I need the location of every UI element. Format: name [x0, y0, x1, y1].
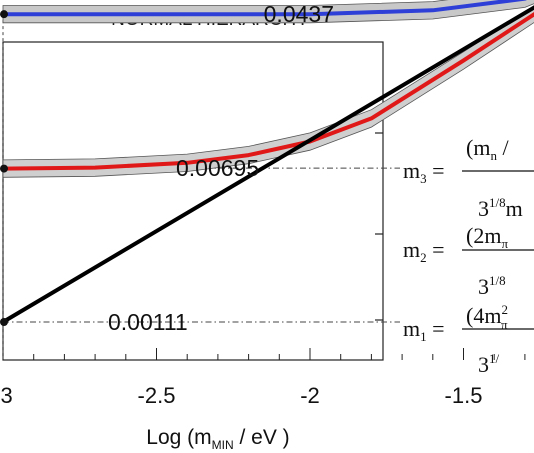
- m3-numerator: (mn /: [466, 135, 509, 163]
- m1-formula-label: m1 =: [403, 316, 445, 344]
- m3-band: [2, 0, 534, 24]
- x-axis-label-unit: / eV ): [234, 426, 290, 449]
- m2-formula-label: m2 =: [403, 237, 445, 265]
- x-tick-label: -2.5: [138, 383, 176, 408]
- x-tick-label: -1.5: [445, 383, 483, 408]
- m3-line: [1, 0, 528, 17]
- m2-band: [2, 5, 534, 178]
- plot-frame: [2, 41, 384, 361]
- m2_value-label: 0.00695: [176, 155, 259, 181]
- x-tick-label: -3: [0, 383, 13, 408]
- m3-formula-label: m3 =: [403, 158, 445, 186]
- m1-denominator: 31/: [478, 351, 500, 377]
- m3-denominator: 31/8m: [478, 195, 523, 221]
- m3-point: [0, 10, 8, 19]
- x-axis-label: Log (mMIN / eV ): [146, 426, 289, 452]
- m3_value-label: 0.0437: [264, 1, 334, 27]
- m2-numerator: (2mπ: [466, 223, 508, 251]
- x-axis-label-sub: MIN: [212, 438, 234, 452]
- m2-denominator: 31/8: [478, 273, 506, 299]
- m1-point: [0, 318, 8, 326]
- m1-line: [1, 5, 534, 324]
- m1-numerator: (4m2 π: [466, 302, 508, 332]
- formula-column: m3 = (mn / 31/8m m2 = (2mπ 31/8 m1 = (4m2 π 31/: [403, 135, 534, 377]
- m2-point: [0, 164, 8, 173]
- x-tick-label: -2: [300, 383, 320, 408]
- m1_value-label: 0.00111: [108, 309, 188, 335]
- x-axis-label-main: Log (m: [146, 426, 211, 449]
